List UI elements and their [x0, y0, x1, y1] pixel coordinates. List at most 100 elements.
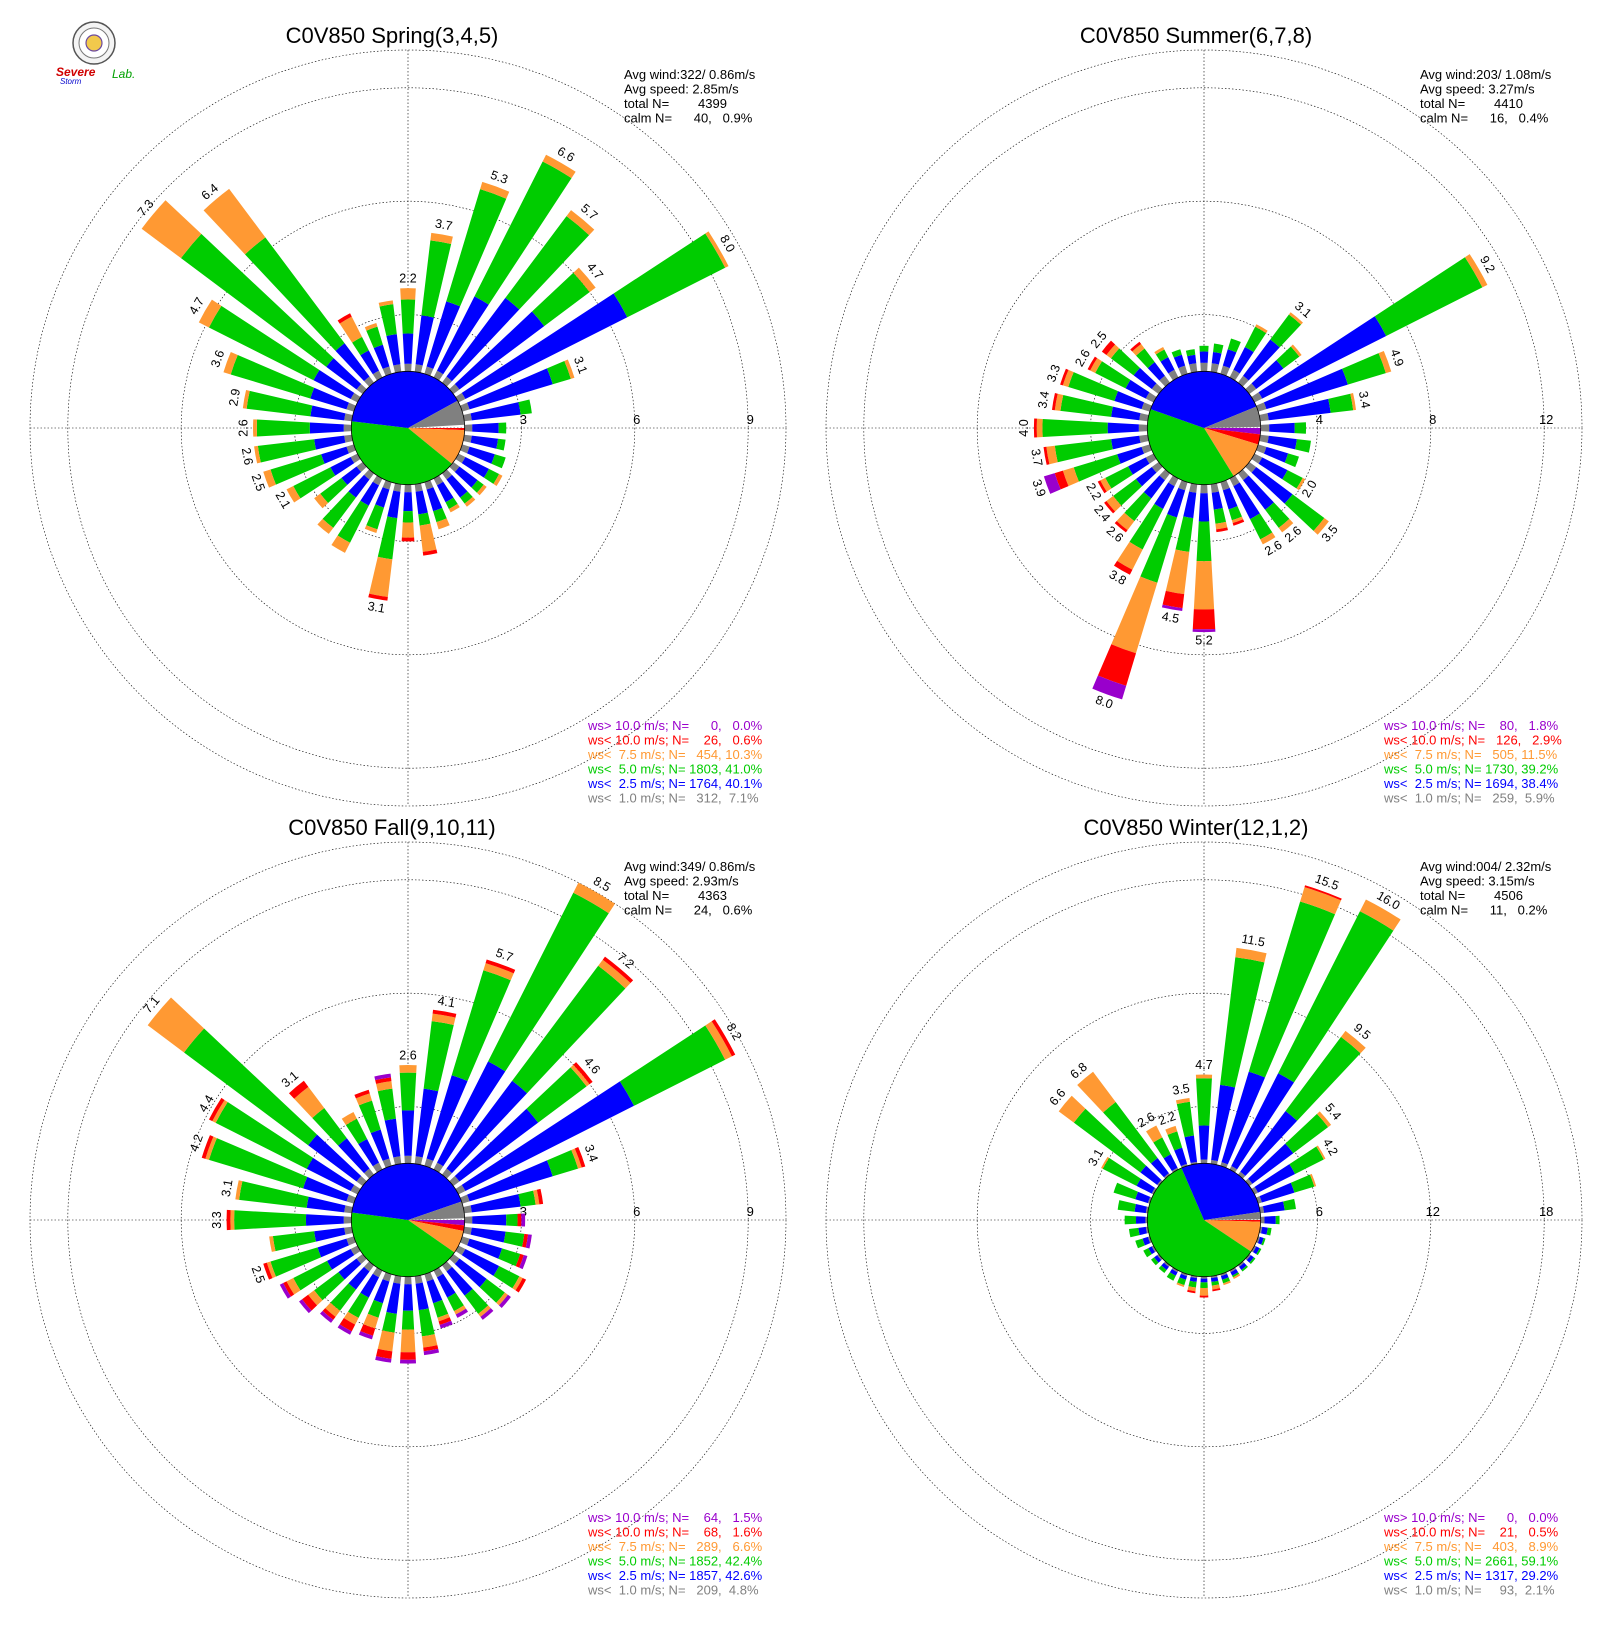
- ring-tick-label: 8: [1429, 412, 1436, 427]
- rose-bar-segment: [426, 1279, 443, 1304]
- rose-bar-segment: [1173, 354, 1186, 369]
- rose-bar-segment: [1136, 1178, 1155, 1194]
- pie-outline: [1146, 370, 1262, 486]
- rose-bar-segment: [244, 237, 345, 351]
- panel-title: C0V850 Summer(6,7,8): [1080, 23, 1312, 48]
- rose-bar-segment: [424, 1158, 434, 1168]
- rose-bar-segment: [1114, 520, 1128, 533]
- rose-bar-segment: [1231, 1073, 1295, 1170]
- pie-slice: [351, 421, 452, 485]
- wind-rose-panel: 6 12 184.711.515.516.09.55.44.23.16.66.82.…: [825, 815, 1583, 1599]
- rose-bar-segment: [415, 490, 428, 515]
- rose-bar-segment: [1177, 1277, 1186, 1286]
- rose-bar-segment: [1222, 487, 1238, 510]
- rose-bar-segment: [344, 434, 353, 443]
- rose-bar-segment: [1211, 1084, 1236, 1162]
- rose-bar-segment: [147, 997, 205, 1053]
- ring-tick-label: 3: [520, 412, 527, 427]
- pie-slice: [1204, 428, 1259, 477]
- rose-bar-segment: [467, 368, 553, 410]
- rose-bar-segment: [205, 1136, 217, 1160]
- rose-bar-segment: [564, 359, 575, 379]
- rose-bar-segment: [1134, 1204, 1147, 1214]
- rose-bar-segment: [433, 475, 444, 486]
- rose-bar-segment: [257, 439, 316, 463]
- rose-bar-segment: [1163, 1154, 1178, 1171]
- rose-bar-segment: [1245, 1178, 1253, 1187]
- rose-bar-segment: [1114, 391, 1145, 410]
- rose-bar-segment: [536, 1188, 544, 1205]
- stats-line: Avg wind:004/ 2.32m/s: [1420, 859, 1552, 874]
- rose-bar-segment: [433, 1162, 444, 1173]
- rose-bar-segment: [343, 1311, 359, 1325]
- rose-bar-segment: [1220, 480, 1230, 491]
- rose-bar-segment: [467, 446, 495, 464]
- rose-bar-segment: [1042, 418, 1108, 438]
- rose-bar-segment: [317, 518, 334, 534]
- rose-bar-segment: [1199, 351, 1209, 363]
- rose-bar-segment: [360, 1273, 380, 1298]
- rose-bar-segment: [1267, 398, 1331, 421]
- rose-bar-segment: [613, 233, 726, 318]
- rose-bar-segment: [1168, 475, 1179, 487]
- rose-bar-segment: [358, 1100, 381, 1134]
- rose-bar-segment: [426, 301, 461, 369]
- bar-total-label: 8.0: [1094, 693, 1115, 712]
- rose-bar-segment: [1140, 1165, 1162, 1185]
- rose-bar-segment: [382, 1272, 392, 1282]
- rose-bar-segment: [1288, 312, 1303, 325]
- rose-bar-segment: [1073, 1108, 1147, 1173]
- rose-bar-segment: [1132, 344, 1145, 356]
- rose-bar-segment: [1153, 1137, 1171, 1159]
- rose-bar-segment: [483, 468, 500, 484]
- legend-entry: ws< 2.5 m/s; N= 1857, 42.6%: [587, 1568, 763, 1583]
- rose-bar-segment: [384, 1118, 401, 1158]
- rose-bar-segment: [338, 1138, 370, 1174]
- rose-bar-segment: [1136, 348, 1155, 369]
- rose-bar-segment: [1228, 506, 1242, 521]
- pie-slice: [351, 1212, 455, 1277]
- rose-bar-segment: [1077, 1071, 1116, 1113]
- rose-bar-segment: [1244, 326, 1267, 353]
- rose-bar-segment: [470, 1194, 521, 1213]
- rose-bar-segment: [1251, 360, 1284, 389]
- rose-bar-segment: [306, 1196, 346, 1213]
- rose-bar-segment: [1196, 521, 1212, 562]
- severe-storm-lab-logo: Severe Storm Lab.: [56, 21, 135, 86]
- rose-bar-segment: [1200, 1282, 1208, 1289]
- rose-bar-segment: [1159, 469, 1171, 481]
- rose-bar-segment: [364, 323, 378, 331]
- rose-bar-segment: [184, 1028, 318, 1146]
- rose-bar-segment: [474, 161, 572, 305]
- pie-slice: [1204, 406, 1261, 428]
- stats-line: calm N= 11, 0.2%: [1420, 903, 1548, 918]
- rose-bar-segment: [1165, 549, 1190, 595]
- rose-bar-segment: [1216, 527, 1228, 533]
- rose-bar-segment: [1036, 418, 1043, 438]
- pie-slice: [351, 1163, 462, 1220]
- rose-bar-segment: [1248, 901, 1336, 1078]
- rose-bar-segment: [1102, 1157, 1141, 1186]
- rose-bar-segment: [711, 1019, 736, 1057]
- rose-bar-segment: [419, 523, 437, 552]
- rose-bar-segment: [401, 537, 415, 542]
- rose-bar-segment: [1259, 1226, 1263, 1234]
- rose-bar-segment: [515, 1253, 524, 1268]
- rose-bar-segment: [476, 484, 487, 496]
- rose-bar-segment: [372, 475, 383, 486]
- rose-bar-segment: [421, 240, 452, 318]
- rose-bar-segment: [1220, 365, 1230, 376]
- rose-bar-segment: [1135, 1238, 1145, 1249]
- rose-bar-segment: [376, 1081, 393, 1092]
- rose-bar-segment: [1111, 435, 1141, 450]
- rose-bar-segment: [348, 1266, 370, 1290]
- rose-bar-segment: [400, 1329, 416, 1353]
- rose-bar-segment: [1117, 541, 1143, 570]
- rose-bar-segment: [1275, 1215, 1280, 1225]
- rose-bar-segment: [531, 272, 590, 327]
- rose-bar-segment: [1138, 1226, 1147, 1236]
- rose-bar-segment: [374, 1073, 391, 1081]
- rose-bar-segment: [463, 434, 472, 443]
- rose-bar-segment: [470, 1227, 506, 1243]
- rose-bar-segment: [415, 1282, 429, 1311]
